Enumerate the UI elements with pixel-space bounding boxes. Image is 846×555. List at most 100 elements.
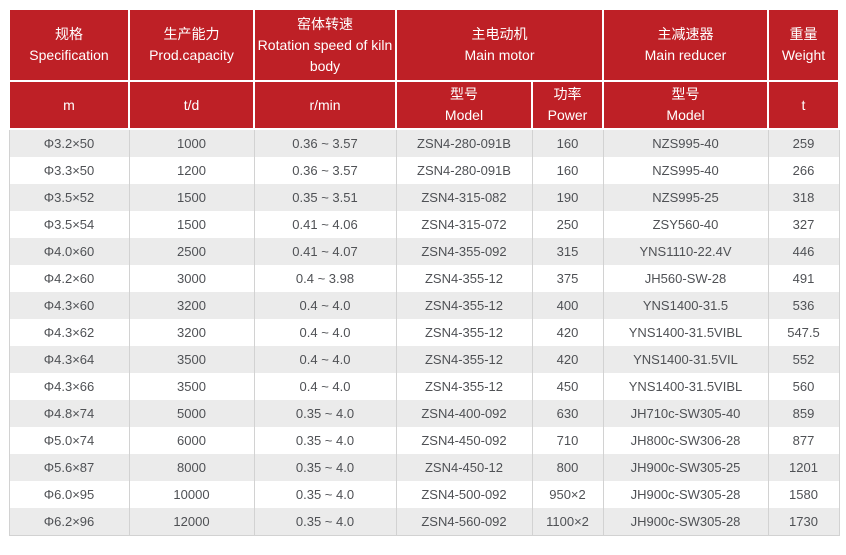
cell-prod-capacity: 3200 bbox=[128, 292, 255, 319]
cell-rotation-speed: 0.35 ~ 4.0 bbox=[253, 481, 397, 508]
cell-motor-power: 710 bbox=[531, 427, 604, 454]
cell-motor-power: 420 bbox=[531, 346, 604, 373]
cell-specification: Φ3.5×54 bbox=[8, 211, 130, 238]
cell-rotation-speed: 0.35 ~ 4.0 bbox=[253, 454, 397, 481]
cell-motor-model: ZSN4-400-092 bbox=[395, 400, 533, 427]
col-header-weight: 重量 Weight bbox=[767, 8, 840, 82]
cell-rotation-speed: 0.4 ~ 3.98 bbox=[253, 265, 397, 292]
unit-specification: m bbox=[8, 80, 130, 130]
cell-prod-capacity: 12000 bbox=[128, 508, 255, 536]
cell-motor-power: 160 bbox=[531, 129, 604, 157]
cell-specification: Φ3.5×52 bbox=[8, 184, 130, 211]
header-en: Prod.capacity bbox=[149, 47, 234, 63]
unit-line: m bbox=[63, 96, 75, 113]
cell-reducer-model: YNS1400-31.5VIBL bbox=[602, 373, 769, 400]
cell-specification: Φ5.6×87 bbox=[8, 454, 130, 481]
table-header: 规格 Specification 生产能力 Prod.capacity 窑体转速… bbox=[8, 8, 840, 130]
cell-prod-capacity: 3500 bbox=[128, 346, 255, 373]
unit-rotation-speed: r/min bbox=[253, 80, 397, 130]
header-en: Specification bbox=[29, 47, 109, 63]
cell-prod-capacity: 6000 bbox=[128, 427, 255, 454]
cell-rotation-speed: 0.4 ~ 4.0 bbox=[253, 346, 397, 373]
cell-specification: Φ5.0×74 bbox=[8, 427, 130, 454]
col-header-prod-capacity: 生产能力 Prod.capacity bbox=[128, 8, 255, 82]
cell-motor-model: ZSN4-280-091B bbox=[395, 157, 533, 184]
table-row: Φ3.5×52 1500 0.35 ~ 3.51 ZSN4-315-082 190 NZS… bbox=[8, 184, 840, 211]
table-row: Φ4.8×74 5000 0.35 ~ 4.0 ZSN4-400-092 630 JH71… bbox=[8, 400, 840, 427]
cell-motor-model: ZSN4-355-12 bbox=[395, 346, 533, 373]
cell-reducer-model: YNS1110-22.4V bbox=[602, 238, 769, 265]
table-row: Φ6.0×95 10000 0.35 ~ 4.0 ZSN4-500-092 950×2 J… bbox=[8, 481, 840, 508]
table-row: Φ4.2×60 3000 0.4 ~ 3.98 ZSN4-355-12 375 JH560… bbox=[8, 265, 840, 292]
cell-motor-model: ZSN4-355-12 bbox=[395, 319, 533, 346]
cell-motor-power: 630 bbox=[531, 400, 604, 427]
cell-rotation-speed: 0.41 ~ 4.07 bbox=[253, 238, 397, 265]
cell-weight: 547.5 bbox=[767, 319, 840, 346]
table-row: Φ4.0×60 2500 0.41 ~ 4.07 ZSN4-355-092 315 YNS… bbox=[8, 238, 840, 265]
table-row: Φ4.3×66 3500 0.4 ~ 4.0 ZSN4-355-12 450 YNS140… bbox=[8, 373, 840, 400]
cell-rotation-speed: 0.4 ~ 4.0 bbox=[253, 373, 397, 400]
cell-prod-capacity: 1000 bbox=[128, 129, 255, 157]
header-zh: 主电动机 bbox=[471, 26, 528, 42]
cell-reducer-model: YNS1400-31.5VIL bbox=[602, 346, 769, 373]
cell-weight: 560 bbox=[767, 373, 840, 400]
header-en: Rotation speed of kiln body bbox=[257, 36, 393, 74]
cell-reducer-model: YNS1400-31.5VIBL bbox=[602, 319, 769, 346]
cell-rotation-speed: 0.35 ~ 3.51 bbox=[253, 184, 397, 211]
header-zh: 生产能力 bbox=[163, 26, 220, 42]
cell-reducer-model: NZS995-40 bbox=[602, 129, 769, 157]
table-row: Φ5.6×87 8000 0.35 ~ 4.0 ZSN4-450-12 800 JH900… bbox=[8, 454, 840, 481]
col-header-main-reducer: 主减速器 Main reducer bbox=[602, 8, 769, 82]
header-en: Weight bbox=[781, 47, 826, 63]
cell-motor-model: ZSN4-450-12 bbox=[395, 454, 533, 481]
cell-specification: Φ4.0×60 bbox=[8, 238, 130, 265]
col-header-rotation-speed: 窑体转速 Rotation speed of kiln body bbox=[253, 8, 397, 82]
cell-reducer-model: YNS1400-31.5 bbox=[602, 292, 769, 319]
cell-motor-model: ZSN4-355-12 bbox=[395, 265, 533, 292]
table-row: Φ3.2×50 1000 0.36 ~ 3.57 ZSN4-280-091B 160 NZ… bbox=[8, 129, 840, 157]
header-zh: 规格 bbox=[55, 26, 83, 42]
cell-motor-power: 315 bbox=[531, 238, 604, 265]
cell-weight: 877 bbox=[767, 427, 840, 454]
table-row: Φ6.2×96 12000 0.35 ~ 4.0 ZSN4-560-092 1100×2… bbox=[8, 508, 840, 536]
cell-weight: 327 bbox=[767, 211, 840, 238]
cell-motor-power: 800 bbox=[531, 454, 604, 481]
unit-line: 功率 bbox=[553, 86, 582, 102]
cell-weight: 318 bbox=[767, 184, 840, 211]
cell-prod-capacity: 3000 bbox=[128, 265, 255, 292]
unit-line: Model bbox=[444, 107, 484, 123]
cell-specification: Φ4.3×64 bbox=[8, 346, 130, 373]
cell-rotation-speed: 0.35 ~ 4.0 bbox=[253, 400, 397, 427]
cell-motor-power: 250 bbox=[531, 211, 604, 238]
cell-reducer-model: NZS995-40 bbox=[602, 157, 769, 184]
cell-prod-capacity: 1500 bbox=[128, 211, 255, 238]
table-row: Φ3.5×54 1500 0.41 ~ 4.06 ZSN4-315-072 250 ZSY… bbox=[8, 211, 840, 238]
cell-reducer-model: JH900c-SW305-28 bbox=[602, 508, 769, 536]
cell-weight: 1580 bbox=[767, 481, 840, 508]
table-row: Φ4.3×60 3200 0.4 ~ 4.0 ZSN4-355-12 400 YNS140… bbox=[8, 292, 840, 319]
table-row: Φ4.3×64 3500 0.4 ~ 4.0 ZSN4-355-12 420 YNS140… bbox=[8, 346, 840, 373]
cell-motor-power: 950×2 bbox=[531, 481, 604, 508]
cell-weight: 259 bbox=[767, 129, 840, 157]
cell-motor-model: ZSN4-355-12 bbox=[395, 373, 533, 400]
col-header-specification: 规格 Specification bbox=[8, 8, 130, 82]
cell-specification: Φ3.2×50 bbox=[8, 129, 130, 157]
cell-reducer-model: JH800c-SW306-28 bbox=[602, 427, 769, 454]
cell-motor-power: 190 bbox=[531, 184, 604, 211]
unit-line: r/min bbox=[309, 96, 341, 113]
cell-motor-power: 450 bbox=[531, 373, 604, 400]
header-zh: 重量 bbox=[789, 26, 818, 42]
header-group-row: 规格 Specification 生产能力 Prod.capacity 窑体转速… bbox=[8, 8, 840, 82]
cell-specification: Φ4.8×74 bbox=[8, 400, 130, 427]
cell-specification: Φ6.0×95 bbox=[8, 481, 130, 508]
cell-reducer-model: JH560-SW-28 bbox=[602, 265, 769, 292]
cell-rotation-speed: 0.36 ~ 3.57 bbox=[253, 157, 397, 184]
cell-prod-capacity: 2500 bbox=[128, 238, 255, 265]
table-row: Φ5.0×74 6000 0.35 ~ 4.0 ZSN4-450-092 710 JH80… bbox=[8, 427, 840, 454]
cell-reducer-model: ZSY560-40 bbox=[602, 211, 769, 238]
cell-motor-model: ZSN4-355-092 bbox=[395, 238, 533, 265]
cell-prod-capacity: 1500 bbox=[128, 184, 255, 211]
unit-line: t/d bbox=[183, 96, 200, 113]
subheader-motor-power: 功率 Power bbox=[531, 80, 604, 130]
header-en: Main reducer bbox=[644, 47, 727, 63]
